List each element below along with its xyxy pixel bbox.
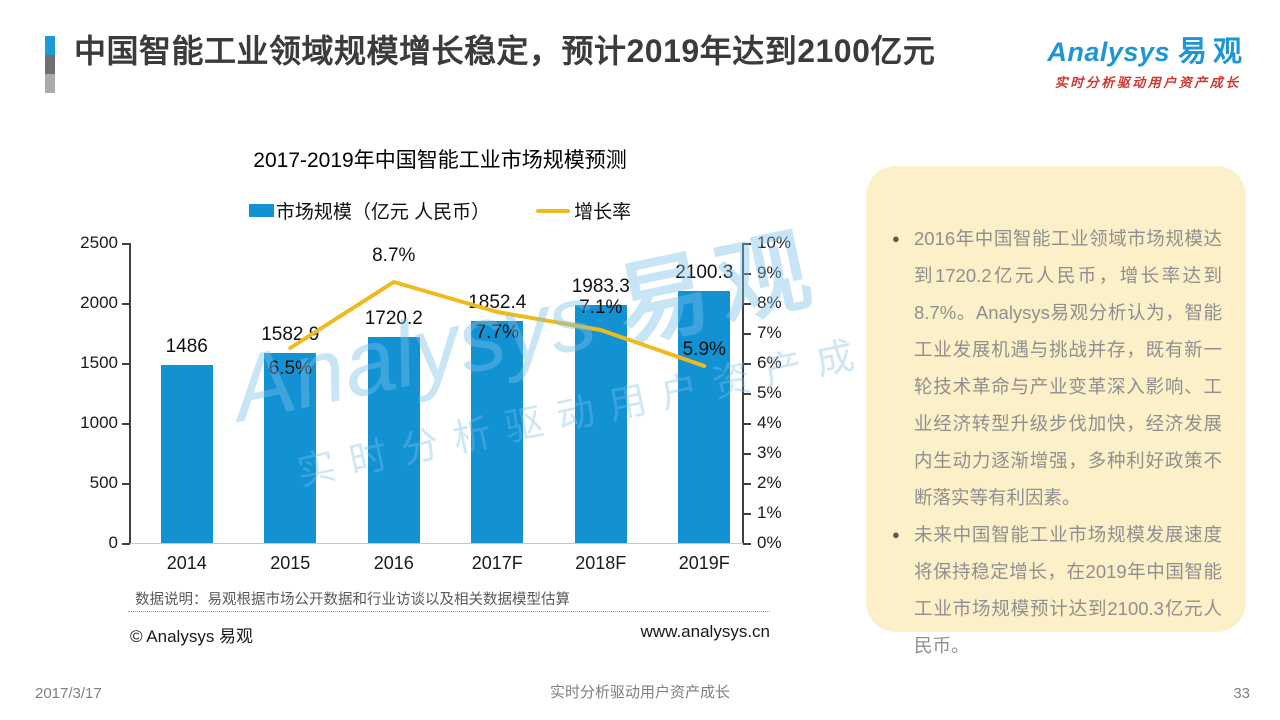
x-axis-category-label: 2015: [270, 553, 311, 573]
logo-tagline: 实时分析驱动用户资产成长: [1054, 75, 1241, 90]
analysys-logo: Analysys 易观 实时分析驱动用户资产成长: [1047, 28, 1248, 91]
logo-brand-text: Analysys: [1047, 37, 1170, 67]
right-axis-line: [742, 243, 744, 544]
market-size-bar: [367, 336, 420, 543]
growth-rate-label: 7.7%: [475, 322, 519, 343]
x-axis-category-label: 2019F: [678, 553, 730, 573]
x-axis-category-label: 2014: [166, 553, 207, 573]
watermark-tagline: 实时分析驱动用户资产成长: [293, 320, 925, 495]
data-source-note: 数据说明：易观根据市场公开数据和行业访谈以及相关数据模型估算: [135, 592, 570, 608]
bar-value-label: 1852.4: [468, 291, 527, 313]
y-axis-tick-label: 1000: [80, 413, 118, 432]
y-axis-tick: [122, 363, 130, 365]
y-axis-tick-label: 1500: [80, 353, 118, 372]
right-axis-tick: [743, 543, 751, 545]
bar-value-label: 2100.3: [675, 261, 734, 283]
watermark-brand: Analysys: [222, 264, 605, 442]
copyright-text: © Analysys 易观: [130, 627, 254, 646]
y-axis-tick: [122, 303, 130, 305]
right-axis-tick: [743, 333, 751, 335]
line-swatch-icon: [536, 208, 571, 213]
copyright-row: © Analysys 易观 www.analysys.cn: [130, 622, 770, 647]
right-axis-tick: [743, 513, 751, 515]
x-axis-category-label: 2017F: [471, 553, 523, 573]
right-axis-tick-label: 1%: [757, 503, 782, 522]
commentary-bullet: 未来中国智能工业市场规模发展速度将保持稳定增长，在2019年中国智能工业市场规模…: [892, 516, 1222, 664]
bar-value-label: 1582.9: [261, 324, 320, 346]
right-axis-tick-label: 2%: [757, 473, 782, 492]
bar-value-label: 1486: [165, 335, 208, 357]
y-axis-tick-label: 2500: [80, 233, 118, 252]
commentary-bullet: 2016年中国智能工业领域市场规模达到1720.2亿元人民币，增长率达到8.7%…: [892, 220, 1222, 516]
website-link: www.analysys.cn: [640, 622, 770, 641]
right-axis-tick-label: 5%: [757, 383, 782, 402]
right-axis-tick: [743, 243, 751, 245]
y-axis-tick-label: 500: [89, 473, 118, 492]
legend-item-growth-rate: 增长率: [536, 197, 631, 224]
chart-title: 2017-2019年中国智能工业市场规模预测: [253, 149, 627, 172]
market-size-bar: [678, 290, 731, 543]
dotted-divider: [128, 611, 770, 612]
watermark-brand-cn: 易观: [608, 217, 829, 360]
y-axis-tick: [122, 423, 130, 425]
logo-brand-cn: 易观: [1177, 36, 1248, 68]
market-size-bar: [160, 364, 213, 543]
x-axis-category-label: 2016: [373, 553, 414, 573]
y-axis-tick: [122, 243, 130, 245]
growth-rate-label: 8.7%: [372, 245, 416, 266]
bar-value-label: 1983.3: [571, 276, 630, 297]
legend-label: 增长率: [574, 202, 632, 223]
growth-rate-label: 7.1%: [579, 297, 623, 318]
bar-swatch-icon: [248, 204, 274, 217]
watermark: Analysys 易观 实时分析驱动用户资产成长: [218, 176, 925, 506]
right-axis-tick: [743, 483, 751, 485]
right-axis-tick: [743, 303, 751, 305]
footer-slogan: 实时分析驱动用户资产成长: [549, 684, 730, 701]
y-axis-tick-label: 0: [108, 533, 118, 552]
right-axis-tick-label: 10%: [757, 233, 792, 252]
right-axis-tick: [743, 363, 751, 365]
right-axis-tick-label: 0%: [757, 533, 782, 552]
commentary-panel: 2016年中国智能工业领域市场规模达到1720.2亿元人民币，增长率达到8.7%…: [866, 166, 1246, 656]
page-title: 中国智能工业领域规模增长稳定，预计2019年达到2100亿元: [74, 33, 936, 69]
y-axis-line: [129, 243, 131, 544]
accent-segment-light: [45, 74, 55, 93]
growth-rate-label: 5.9%: [682, 339, 726, 360]
right-axis-tick: [743, 423, 751, 425]
y-axis-tick: [122, 483, 130, 485]
right-axis-tick-label: 3%: [757, 443, 782, 462]
market-size-bar: [574, 305, 627, 543]
x-axis-line: [130, 543, 743, 544]
title-accent-bar: [45, 36, 55, 93]
growth-rate-label: 6.5%: [268, 358, 312, 379]
accent-segment-dark: [45, 55, 55, 74]
right-axis-tick-label: 6%: [757, 353, 782, 372]
right-axis-tick: [743, 273, 751, 275]
right-axis-tick: [743, 393, 751, 395]
x-axis-category-label: 2018F: [575, 553, 627, 573]
chart-legend: 市场规模（亿元 人民币） 增长率: [130, 197, 750, 224]
legend-label: 市场规模（亿元 人民币）: [275, 202, 491, 223]
bar-value-label: 1720.2: [364, 307, 423, 329]
market-size-bar: [471, 320, 524, 543]
market-size-bar: [264, 353, 317, 543]
right-axis-tick-label: 8%: [757, 293, 782, 312]
right-axis-tick-label: 4%: [757, 413, 782, 432]
right-axis-tick: [743, 453, 751, 455]
footer-date: 2017/3/17: [35, 685, 102, 702]
right-axis-tick-label: 7%: [757, 323, 782, 342]
legend-item-market-size: 市场规模（亿元 人民币）: [248, 197, 491, 224]
y-axis-tick: [122, 543, 130, 545]
accent-segment-blue: [45, 36, 55, 55]
y-axis-tick-label: 2000: [80, 293, 118, 312]
footer-page-number: 33: [1233, 685, 1250, 702]
right-axis-tick-label: 9%: [757, 263, 782, 282]
